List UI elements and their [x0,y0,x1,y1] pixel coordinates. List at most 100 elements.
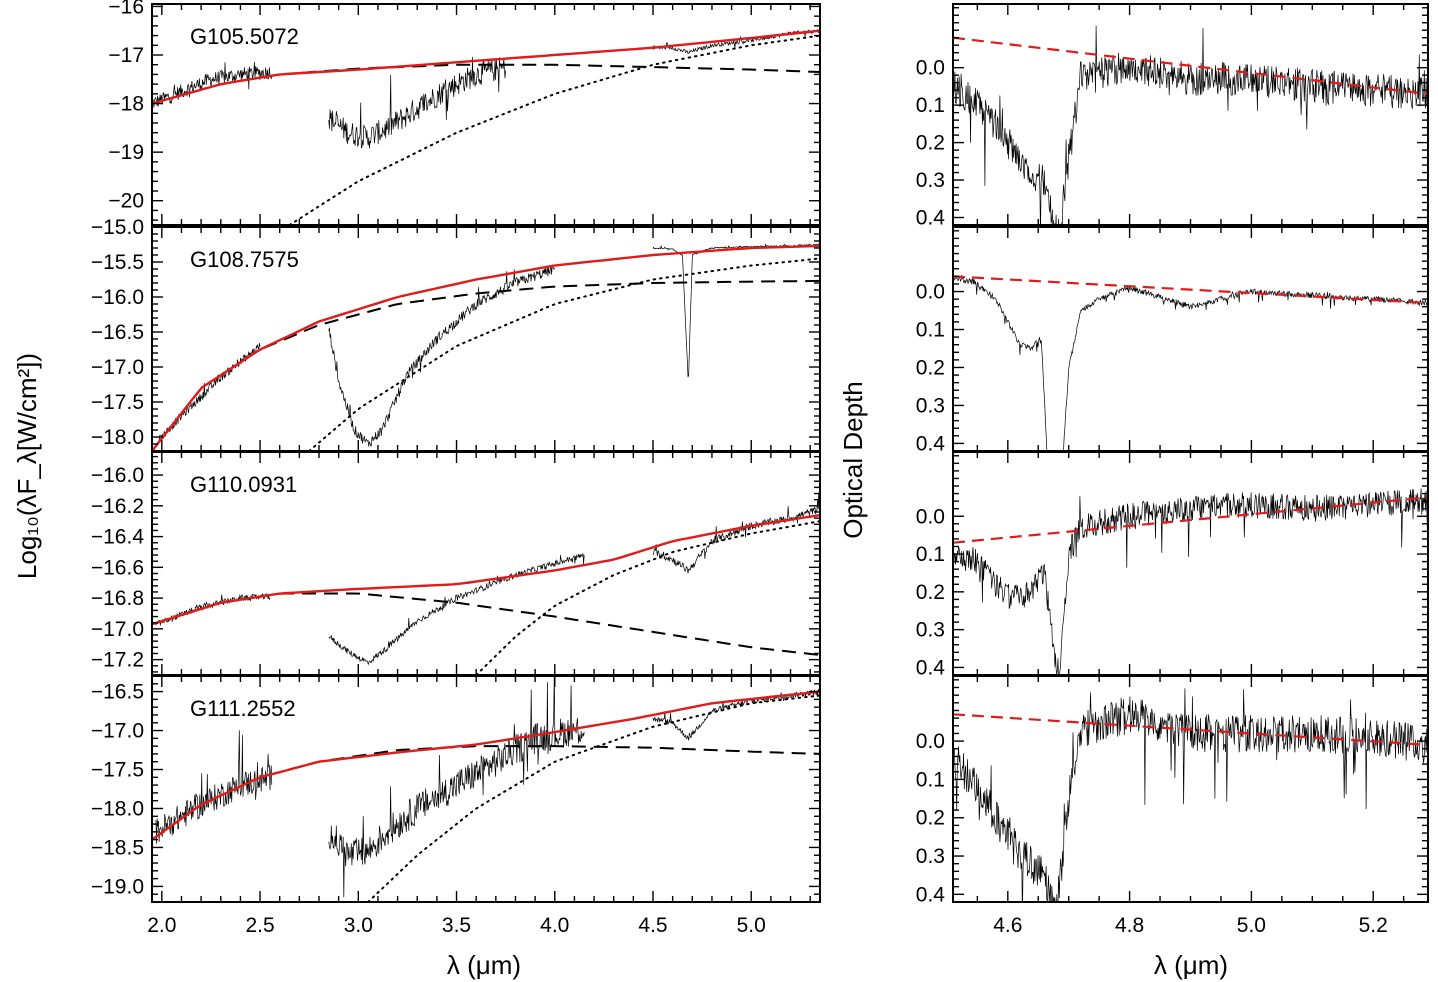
spectrum-line [652,492,820,574]
y-tick-label: −17.5 [91,391,144,414]
y-tick-label: −18.0 [91,426,144,449]
spectrum-line [155,730,273,844]
red-fit-line [152,29,820,105]
y-tick-label: −18 [108,93,144,116]
axes-frame [952,3,1429,226]
y-tick-label: −16.5 [91,321,144,344]
y-tick-label: 0.2 [916,132,945,155]
y-tick-label: 0.2 [916,807,945,830]
red-baseline-line [953,496,1428,544]
left-x-axis-title: λ (μm) [447,950,521,980]
dashed-model-line [152,745,820,841]
y-tick-label: −15.0 [91,216,144,239]
x-tick-label: 3.5 [442,914,471,937]
x-tick-label: 5.0 [1237,914,1266,937]
x-tick-label: 5.2 [1359,914,1388,937]
red-baseline-line [953,36,1428,95]
axes-frame [151,3,821,226]
spectrum-line [652,689,820,741]
y-tick-label: −15.5 [91,251,144,274]
y-tick-label: 0.0 [916,281,945,304]
optical-depth-line [953,25,1428,225]
chart-panel: 0.0 0.1 0.2 0.3 0.4 [916,226,1429,455]
chart-panel: 2.0 2.5 3.0 3.5 4.0 4.5 5.0 −19.0 −18.5 −18.0 −17.… [91,675,821,937]
panel-name-label: G105.5072 [190,24,299,49]
y-tick-label: 0.3 [916,845,945,868]
chart-panel: 4.6 4.8 5.0 5.2 0.0 0.1 0.2 0.3 0.4 [916,675,1429,937]
y-tick-label: 0.2 [916,581,945,604]
plot-area [953,688,1428,902]
y-tick-label: 0.4 [916,883,946,906]
x-tick-label: 4.6 [993,914,1022,937]
y-tick-label: 0.2 [916,356,945,379]
plot-area [953,25,1428,225]
panel-name-label: G110.0931 [190,472,297,497]
y-tick-label: −18.0 [91,797,144,820]
y-tick-label: −16.5 [91,681,144,704]
y-tick-label: −16.0 [91,464,144,487]
y-tick-label: −17.2 [91,649,144,672]
y-tick-label: 0.0 [916,730,945,753]
y-tick-label: −19.0 [91,875,144,898]
spectrum-line [328,264,556,447]
y-tick-label: 0.4 [916,656,946,679]
y-tick-label: 0.0 [916,57,945,80]
dashed-model-line [152,592,820,656]
chart-panel: 0.0 0.1 0.2 0.3 0.4 [916,451,1429,679]
optical-depth-line [953,688,1428,902]
y-tick-label: −16.6 [91,556,144,579]
red-baseline-line [953,275,1428,304]
y-tick-label: −16.8 [91,587,144,610]
spectrum-line [328,56,506,149]
plot-area [953,274,1428,451]
plot-area [152,243,820,451]
chart-panel: −18.0 −17.5 −17.0 −16.5 −16.0 −15.5 −15.0 G108.… [91,216,821,452]
x-tick-label: 3.0 [344,914,373,937]
y-tick-label: −18.5 [91,836,144,859]
y-tick-label: 0.1 [916,768,945,791]
plot-area [152,676,820,902]
y-tick-label: 0.4 [916,432,946,455]
spectrum-line [328,553,585,666]
panel-name-label: G111.2552 [190,696,296,721]
spectrum-line [152,61,273,108]
y-tick-label: 0.1 [916,543,945,566]
spectrum-line [652,243,820,378]
y-tick-label: −17.0 [91,720,144,743]
y-tick-label: 0.3 [916,619,945,642]
y-tick-label: 0.0 [916,505,945,528]
y-tick-label: 0.1 [916,94,945,117]
y-tick-label: −17.0 [91,356,144,379]
y-tick-label: −17.5 [91,759,144,782]
dotted-model-line [475,520,820,675]
x-tick-label: 4.8 [1115,914,1144,937]
x-tick-label: 2.5 [245,914,274,937]
chart-panel: −17.2 −17.0 −16.8 −16.6 −16.4 −16.2 −16.0 G110.… [91,451,821,676]
x-tick-label: 4.5 [638,914,667,937]
axes-frame [952,451,1429,676]
plot-area [152,492,820,675]
red-fit-line [152,513,820,626]
y-tick-label: −16 [108,0,144,18]
panels: −20−19−18−17−16G105.5072−18.0−17.5−17.0−… [91,0,1429,937]
axes-frame [151,675,821,903]
plot-area [953,488,1428,675]
axes-frame [952,675,1429,903]
spectrum-line [157,343,261,445]
dotted-model-line [308,257,820,451]
y-tick-label: −20 [108,190,144,213]
y-tick-label: −16.2 [91,495,144,518]
chart-panel: −20 −19 −18 −17 −16 G105.5072 [108,0,821,226]
y-tick-label: −16.0 [91,286,144,309]
red-baseline-line [953,713,1428,746]
axes-frame [952,226,1429,452]
y-tick-label: −17 [108,44,144,67]
y-tick-label: 0.3 [916,394,945,417]
right-y-axis-title: Optical Depth [838,381,868,539]
right-x-axis-title: λ (μm) [1154,950,1228,980]
x-tick-label: 5.0 [737,914,766,937]
dashed-model-line [152,279,820,451]
y-tick-label: 0.1 [916,319,945,342]
optical-depth-line [953,274,1428,451]
left-y-axis-title: Log₁₀(λF_λ[W/cm²]) [12,353,42,579]
